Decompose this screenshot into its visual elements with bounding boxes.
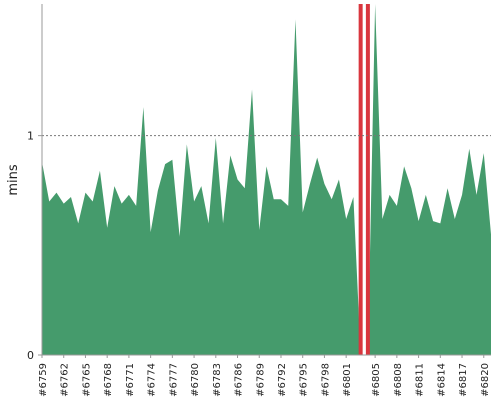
x-tick-label: #6820 <box>480 363 491 397</box>
x-tick-label: #6777 <box>168 363 179 397</box>
x-tick-label: #6817 <box>458 363 469 397</box>
y-tick-label: 1 <box>27 130 34 143</box>
x-tick-label: #6771 <box>125 363 136 397</box>
x-tick-label: #6798 <box>320 363 331 397</box>
x-tick-label: #6805 <box>371 363 382 397</box>
series-area-success <box>42 4 491 355</box>
failed-build-bar <box>358 4 363 355</box>
plot-area <box>42 4 491 355</box>
y-tick-label: 0 <box>27 349 34 362</box>
x-tick-label: #6780 <box>190 363 201 397</box>
x-tick-label: #6762 <box>60 363 71 397</box>
x-tick-label: #6814 <box>436 363 447 397</box>
y-axis: 01 <box>27 4 43 362</box>
x-tick-label: #6789 <box>255 363 266 397</box>
x-tick-label: #6811 <box>415 363 426 397</box>
x-tick-label: #6768 <box>103 363 114 397</box>
x-tick-label: #6786 <box>234 363 245 397</box>
x-tick-label: #6795 <box>299 363 310 397</box>
x-tick-label: #6801 <box>342 363 353 397</box>
x-tick-label: #6808 <box>393 363 404 397</box>
failed-build-bar <box>365 4 370 355</box>
y-axis-title: mins <box>6 164 21 196</box>
x-tick-label: #6759 <box>38 363 49 397</box>
x-tick-label: #6765 <box>81 363 92 397</box>
x-axis: #6759 #6762 #6765 #6768 #6771 #6774 #6777 #6780… <box>38 354 491 397</box>
x-tick-label: #6783 <box>212 363 223 397</box>
x-tick-label: #6774 <box>147 363 158 397</box>
x-tick-label: #6792 <box>277 363 288 397</box>
